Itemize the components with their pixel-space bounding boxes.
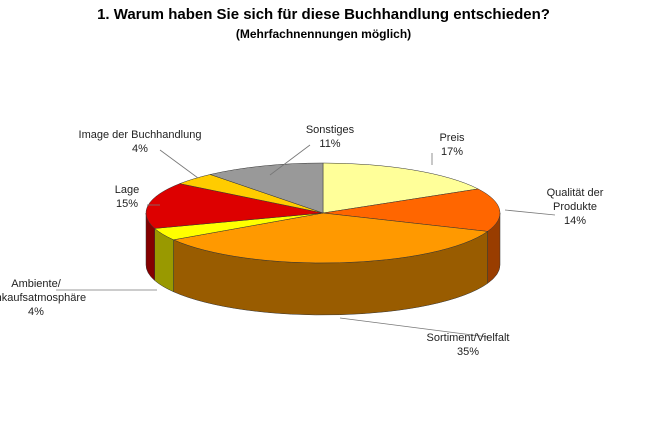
slice-label: Image der Buchhandlung 4% <box>79 128 202 156</box>
slice-label: Qualität der Produkte 14% <box>539 186 611 228</box>
category-label: Ambiente/ Einkaufsatmosphäre <box>0 278 87 304</box>
value-label: 11% <box>319 138 341 150</box>
value-label: 4% <box>28 306 44 318</box>
leader-line <box>269 144 311 176</box>
category-label: Sonstiges <box>305 124 355 136</box>
leader-line <box>159 149 199 179</box>
category-label: Sortiment/Vielfalt <box>426 332 510 344</box>
category-label: Lage <box>114 184 140 196</box>
slice-label: Sortiment/Vielfalt 35% <box>427 331 510 359</box>
slice <box>322 162 479 214</box>
category-label: Preis <box>439 132 465 144</box>
slice-label: Lage 15% <box>115 183 139 211</box>
leader-line <box>339 317 489 338</box>
slice <box>209 162 324 214</box>
slice <box>322 188 501 232</box>
value-label: 15% <box>115 198 139 210</box>
value-label: 14% <box>563 215 587 227</box>
chart-subtitle: (Mehrfachnennungen möglich) <box>235 27 412 41</box>
leader-line <box>504 209 556 216</box>
slice-label: Sonstiges 11% <box>306 123 354 151</box>
value-label: 17% <box>440 146 464 158</box>
value-label: 4% <box>132 143 148 155</box>
slice-label: Preis 17% <box>439 131 464 159</box>
slice-label: Ambiente/ Einkaufsatmosphäre 4% <box>0 277 86 319</box>
category-label: Image der Buchhandlung <box>78 129 202 141</box>
value-label: 35% <box>456 346 480 358</box>
category-label: Qualität der Produkte <box>546 187 604 213</box>
chart-title: 1. Warum haben Sie sich für diese Buchha… <box>97 6 550 23</box>
slice <box>172 212 489 264</box>
